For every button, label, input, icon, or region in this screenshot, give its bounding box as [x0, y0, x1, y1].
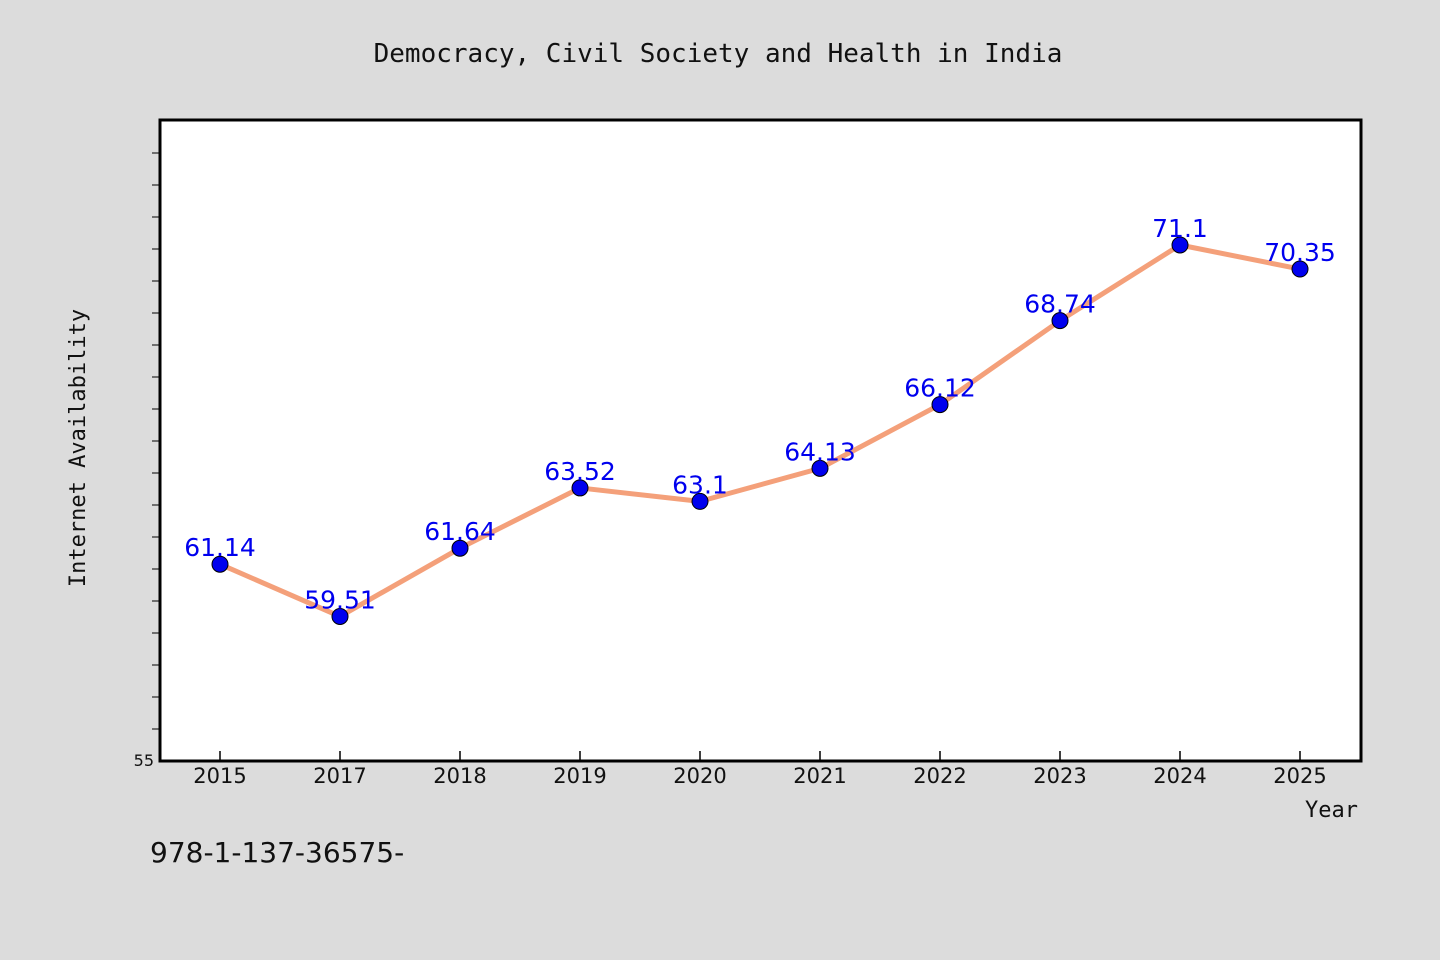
data-point-marker [331, 607, 349, 625]
x-tick-label: 2025 [1273, 764, 1326, 788]
series-line [219, 242, 1301, 619]
data-point-marker [1051, 312, 1069, 330]
x-tick-label: 2022 [913, 764, 966, 788]
series-markers [211, 236, 1309, 625]
data-label: 68.74 [1024, 290, 1096, 319]
plot-area [158, 118, 1363, 763]
x-tick-label: 2018 [433, 764, 486, 788]
chart-title: Democracy, Civil Society and Health in I… [374, 39, 1063, 69]
data-labels: 61.14 59.51 61.64 63.52 63.1 64.13 66.12 68.74 7… [184, 214, 1336, 614]
x-tick-label: 2021 [793, 764, 846, 788]
y-tick-label: 55 [134, 751, 154, 770]
data-label: 70.35 [1264, 238, 1336, 267]
data-label: 66.12 [904, 374, 976, 403]
data-point-marker [571, 479, 589, 497]
data-point-marker [1171, 236, 1189, 254]
data-label: 61.14 [184, 533, 256, 562]
x-tick-label: 2017 [313, 764, 366, 788]
x-tick-label: 2020 [673, 764, 726, 788]
data-point-marker [451, 539, 469, 557]
data-point-marker [211, 555, 229, 573]
footnote-text: 978-1-137-36575- [150, 836, 404, 869]
data-label: 63.52 [544, 457, 616, 486]
data-label: 71.1 [1152, 214, 1208, 243]
data-point-marker [691, 492, 709, 510]
x-tick-label: 2015 [193, 764, 246, 788]
y-axis-ticks: 55 [134, 152, 160, 770]
data-point-marker [1291, 260, 1309, 278]
data-point-marker [811, 459, 829, 477]
data-label: 59.51 [304, 585, 376, 614]
x-tick-label: 2019 [553, 764, 606, 788]
y-axis-label: Internet Availability [66, 309, 91, 587]
data-point-marker [931, 396, 949, 414]
data-label: 64.13 [784, 437, 856, 466]
x-axis-label: Year [1305, 798, 1358, 823]
x-tick-label: 2024 [1153, 764, 1206, 788]
data-label: 61.64 [424, 517, 496, 546]
data-label: 63.1 [672, 470, 728, 499]
x-tick-label: 2023 [1033, 764, 1086, 788]
x-axis-ticks: 2015 2017 2018 2019 2020 2021 2022 2023 2024 2025 [193, 751, 1327, 788]
